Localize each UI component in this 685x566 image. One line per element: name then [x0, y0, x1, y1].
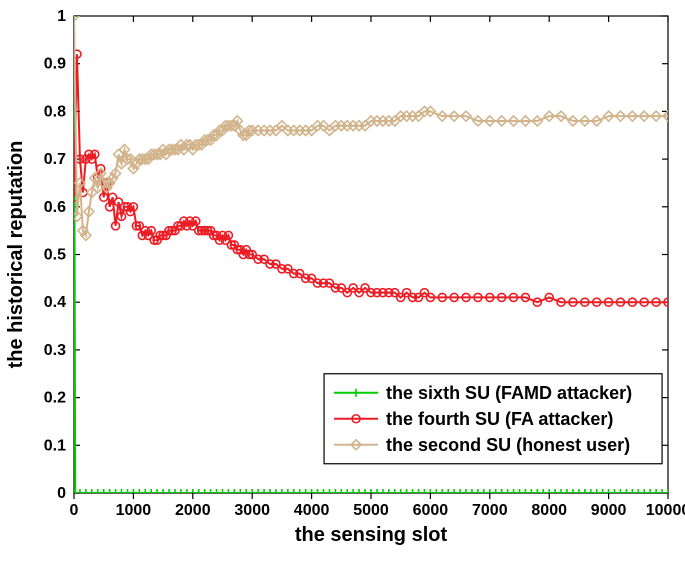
ytick-label: 0.3: [44, 342, 66, 359]
xtick-label: 7000: [472, 502, 508, 519]
xtick-label: 2000: [175, 502, 211, 519]
ytick-label: 0.6: [44, 199, 66, 216]
ytick-label: 0.4: [44, 294, 66, 311]
reputation-line-chart: 0100020003000400050006000700080009000100…: [0, 0, 685, 566]
legend-label: the second SU (honest user): [386, 435, 630, 455]
y-axis-label: the historical reputation: [5, 141, 27, 369]
xtick-label: 4000: [294, 502, 330, 519]
xtick-label: 3000: [234, 502, 270, 519]
ytick-label: 0.2: [44, 390, 66, 407]
series-tan: [69, 11, 673, 240]
ytick-label: 0.8: [44, 103, 66, 120]
xtick-label: 0: [70, 502, 79, 519]
xtick-label: 1000: [116, 502, 152, 519]
legend-label: the sixth SU (FAMD attacker): [386, 383, 632, 403]
x-axis-label: the sensing slot: [295, 524, 448, 546]
xtick-label: 9000: [591, 502, 627, 519]
ytick-label: 1: [57, 8, 66, 25]
ytick-label: 0: [57, 485, 66, 502]
legend: the sixth SU (FAMD attacker) the fourth S…: [324, 374, 662, 464]
xtick-label: 6000: [413, 502, 449, 519]
xtick-label: 10000: [646, 502, 685, 519]
xtick-label: 5000: [353, 502, 389, 519]
ytick-label: 0.1: [44, 437, 66, 454]
series-red: [70, 50, 672, 306]
ytick-label: 0.9: [44, 56, 66, 73]
ytick-label: 0.7: [44, 151, 66, 168]
legend-label: the fourth SU (FA attacker): [386, 409, 613, 429]
ytick-label: 0.5: [44, 247, 66, 264]
xtick-label: 8000: [531, 502, 567, 519]
